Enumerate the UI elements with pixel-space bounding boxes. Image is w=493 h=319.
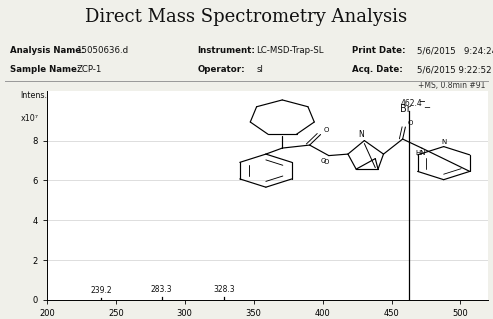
Text: Print Date:: Print Date: xyxy=(352,46,406,55)
Text: 5/6/2015   9:24:24 PM: 5/6/2015 9:24:24 PM xyxy=(417,46,493,55)
Text: Analysis Name:: Analysis Name: xyxy=(10,46,84,55)
Text: Instrument:: Instrument: xyxy=(197,46,255,55)
Text: x10⁷: x10⁷ xyxy=(20,114,38,123)
Text: LC-MSD-Trap-SL: LC-MSD-Trap-SL xyxy=(256,46,324,55)
Text: 15050636.d: 15050636.d xyxy=(76,46,129,55)
Text: Operator:: Operator: xyxy=(197,65,245,74)
Text: sl: sl xyxy=(256,65,263,74)
Text: Acq. Date:: Acq. Date: xyxy=(352,65,403,74)
Text: Direct Mass Spectrometry Analysis: Direct Mass Spectrometry Analysis xyxy=(85,8,408,26)
Text: 283.3: 283.3 xyxy=(151,286,173,294)
Text: +MS, 0.8min #91: +MS, 0.8min #91 xyxy=(419,81,486,90)
Text: 5/6/2015 9:22:52 PM: 5/6/2015 9:22:52 PM xyxy=(417,65,493,74)
Text: 239.2: 239.2 xyxy=(90,286,112,295)
Text: Intens.: Intens. xyxy=(20,91,47,100)
Text: 328.3: 328.3 xyxy=(213,285,235,294)
Text: ZCP-1: ZCP-1 xyxy=(76,65,102,74)
Text: Sample Name:: Sample Name: xyxy=(10,65,80,74)
Text: 462.4: 462.4 xyxy=(400,100,423,108)
